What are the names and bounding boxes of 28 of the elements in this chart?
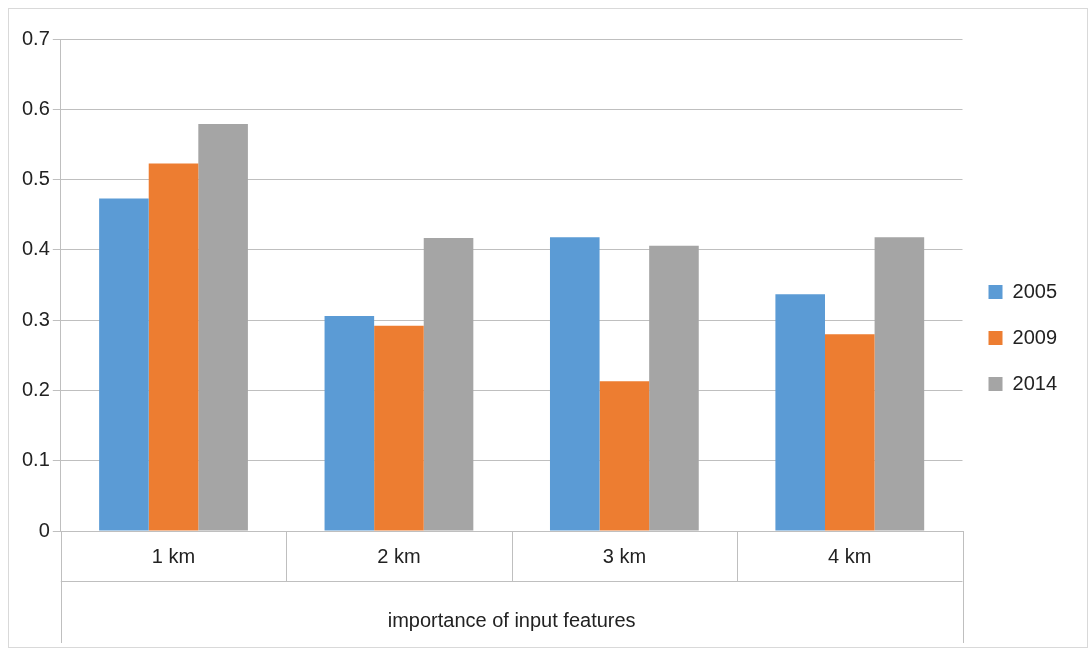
bar (99, 198, 149, 531)
y-tick-label: 0.1 (21, 448, 50, 471)
bar (374, 325, 424, 531)
bar (148, 163, 199, 531)
x-tick-label: 1 km (151, 544, 196, 567)
bar (825, 334, 875, 531)
bar (775, 294, 825, 531)
legend-label: 2014 (1012, 371, 1058, 394)
y-tick-label: 0.3 (21, 307, 50, 330)
bar (874, 237, 925, 531)
y-tick-label: 0.6 (21, 96, 50, 119)
legend-label: 2009 (1012, 325, 1058, 348)
bar (423, 237, 474, 531)
bar (198, 124, 248, 531)
bar (549, 237, 600, 531)
y-tick-label: 0.4 (21, 237, 50, 260)
y-tick-label: 0 (38, 518, 50, 541)
y-tick-label: 0.2 (21, 377, 50, 400)
x-tick-label: 2 km (377, 544, 421, 567)
y-tick-label: 0.7 (21, 26, 50, 49)
legend-label: 2005 (1012, 279, 1058, 302)
x-tick-label: 3 km (602, 544, 647, 567)
bar (649, 245, 699, 531)
x-tick-label: 4 km (828, 544, 872, 567)
y-tick-label: 0.5 (21, 167, 50, 190)
x-axis-title: importance of input features (387, 608, 636, 631)
bar (324, 315, 375, 531)
bar (599, 381, 650, 531)
